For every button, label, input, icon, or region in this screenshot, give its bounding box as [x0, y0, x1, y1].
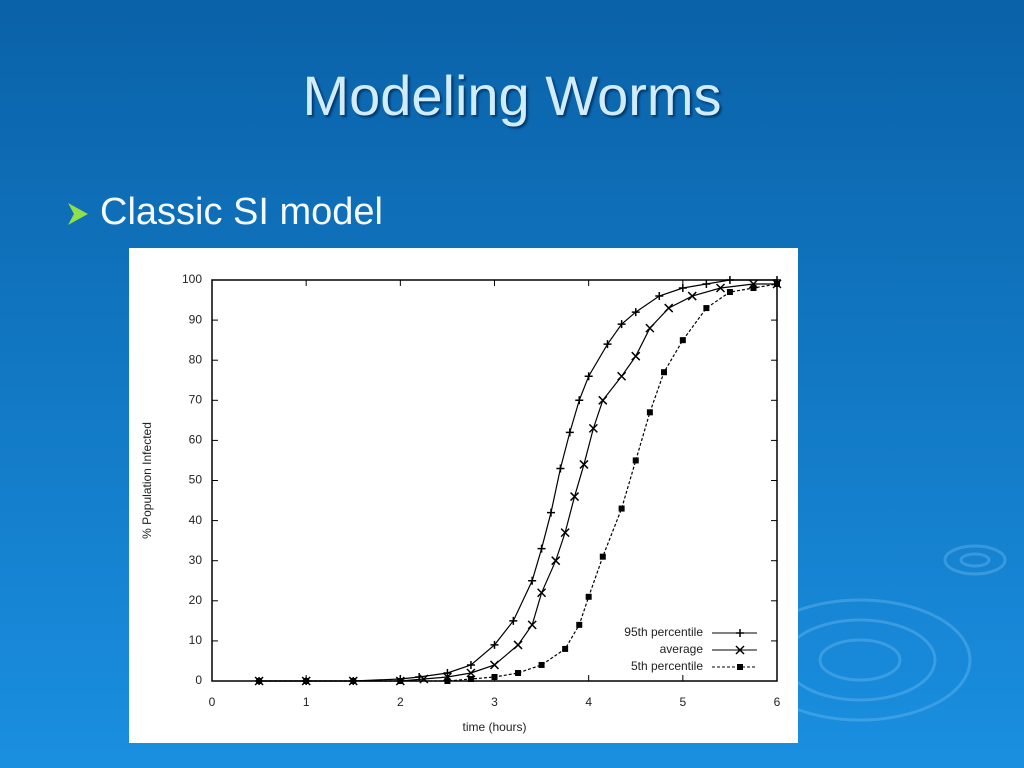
marker [562, 645, 569, 652]
chart: 0 10 20 30 40 50 60 70 80 90 100 0 1 2 3 4 5 6 time (hours… [140, 272, 782, 734]
marker [588, 423, 598, 433]
y-tick-label: 50 [189, 473, 203, 487]
y-tick-label: 60 [189, 433, 203, 447]
marker [565, 428, 574, 437]
x-tick-label: 0 [209, 695, 216, 709]
marker [703, 305, 710, 312]
marker [466, 668, 476, 678]
y-axis-label: % Population Infected [140, 422, 154, 539]
marker [679, 337, 686, 344]
marker [617, 371, 627, 381]
marker [467, 675, 474, 682]
y-tick-label: 80 [189, 352, 203, 366]
marker [537, 588, 547, 598]
y-tick-label: 0 [195, 673, 202, 687]
x-tick-label: 1 [303, 695, 310, 709]
x-tick-label: 3 [491, 695, 498, 709]
legend-label: 95th percentile [624, 625, 703, 639]
marker [584, 372, 593, 381]
marker [466, 660, 475, 669]
marker [585, 593, 592, 600]
series-line [259, 283, 778, 682]
marker [513, 640, 523, 650]
marker [350, 678, 357, 684]
marker [661, 369, 667, 376]
marker [598, 395, 608, 405]
x-tick-label: 4 [585, 695, 592, 709]
x-tick-label: 5 [679, 695, 686, 709]
y-tick-label: 70 [189, 392, 203, 406]
marker [618, 505, 625, 512]
x-axis-label: time (hours) [462, 720, 526, 734]
marker [491, 673, 498, 680]
marker [725, 276, 734, 284]
marker [735, 645, 745, 655]
marker [599, 553, 606, 560]
marker [256, 678, 263, 684]
marker [547, 508, 555, 517]
marker [603, 340, 612, 349]
x-tick-label: 6 [774, 695, 781, 709]
marker [509, 616, 518, 625]
marker [303, 678, 310, 684]
marker [702, 280, 711, 289]
marker [617, 320, 626, 329]
slide-title: Modeling Worms [302, 64, 721, 127]
marker [560, 528, 570, 538]
marker [631, 308, 640, 317]
marker [443, 668, 452, 677]
marker [419, 674, 429, 684]
legend-label: 5th percentile [631, 659, 703, 673]
marker [537, 544, 546, 553]
marker [556, 464, 565, 473]
x-tick-label: 2 [397, 695, 404, 709]
marker [664, 303, 674, 313]
marker [515, 669, 522, 676]
y-tick-label: 90 [189, 312, 203, 326]
marker [632, 457, 639, 464]
marker [715, 283, 726, 293]
marker [527, 620, 537, 630]
marker [678, 284, 687, 293]
y-tick-label: 40 [189, 513, 203, 527]
bullet-text: Classic SI model [100, 191, 383, 233]
bullet-icon [68, 203, 88, 225]
marker [655, 292, 664, 301]
marker [570, 492, 580, 502]
marker [490, 640, 499, 649]
y-tick-label: 100 [182, 272, 202, 286]
marker [736, 629, 744, 637]
marker [397, 678, 404, 684]
y-tick-label: 10 [189, 633, 203, 647]
marker [489, 660, 500, 670]
y-tick-label: 20 [189, 593, 203, 607]
chart-background [129, 248, 798, 743]
marker [551, 556, 561, 566]
marker [750, 285, 757, 292]
marker [444, 678, 451, 684]
marker [726, 289, 733, 296]
marker [576, 621, 583, 628]
marker [538, 661, 545, 668]
marker [575, 396, 584, 405]
marker [737, 664, 743, 670]
marker [528, 576, 537, 585]
legend-label: average [660, 642, 704, 656]
marker [774, 281, 780, 288]
marker [631, 351, 641, 361]
marker [645, 323, 655, 333]
marker [579, 459, 589, 469]
marker [646, 409, 653, 416]
marker [687, 291, 697, 301]
y-tick-label: 30 [189, 553, 203, 567]
